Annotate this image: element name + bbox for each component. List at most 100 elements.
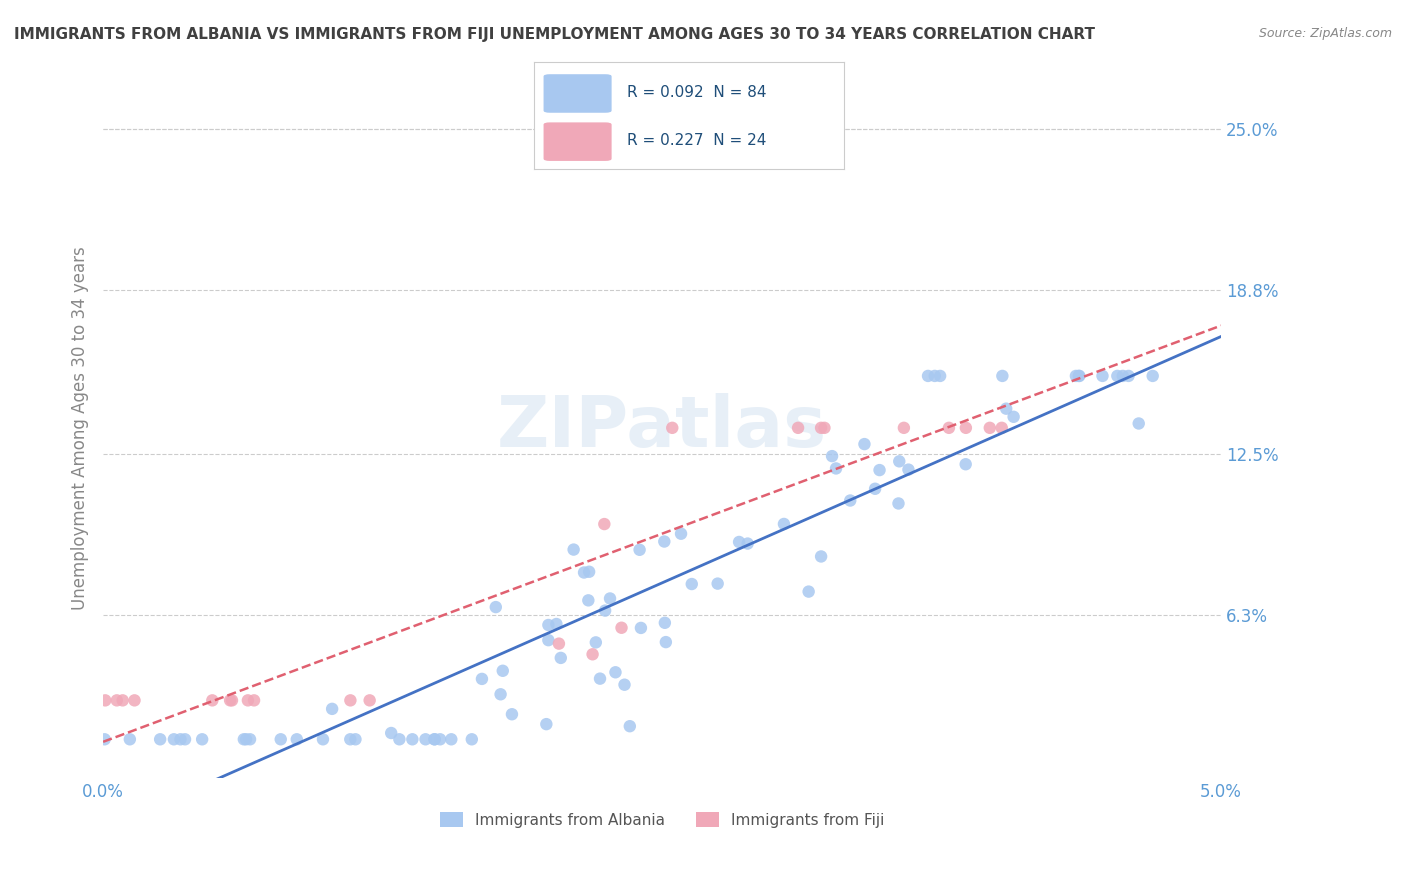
Point xyxy=(869,463,891,477)
Point xyxy=(537,618,560,632)
Point xyxy=(797,584,820,599)
Point xyxy=(593,517,616,532)
Point xyxy=(169,732,191,747)
FancyBboxPatch shape xyxy=(544,74,612,112)
Point xyxy=(219,693,242,707)
Point xyxy=(589,672,612,686)
Point xyxy=(1069,368,1091,383)
Point xyxy=(853,437,876,451)
Point xyxy=(810,549,832,564)
Point xyxy=(578,565,600,579)
Point xyxy=(897,462,920,476)
Point xyxy=(955,421,977,435)
Point xyxy=(605,665,627,680)
Point xyxy=(652,534,675,549)
Point xyxy=(174,732,197,747)
Point xyxy=(1067,368,1090,383)
Point xyxy=(423,732,446,747)
Point xyxy=(773,516,796,531)
Point xyxy=(661,421,683,435)
Point xyxy=(839,493,862,508)
Point xyxy=(955,457,977,471)
Point xyxy=(706,576,728,591)
Point xyxy=(929,368,952,383)
Point xyxy=(1064,368,1087,383)
Point xyxy=(825,461,848,475)
Point xyxy=(995,401,1018,416)
Point xyxy=(628,542,651,557)
Point xyxy=(440,732,463,747)
Point xyxy=(492,664,515,678)
Point xyxy=(889,454,911,468)
Point xyxy=(118,732,141,747)
Point xyxy=(423,732,446,747)
Point xyxy=(787,421,810,435)
Point xyxy=(581,647,603,661)
Point xyxy=(1107,368,1129,383)
Point xyxy=(669,526,692,541)
Point xyxy=(388,732,411,747)
Point xyxy=(124,693,146,707)
Point xyxy=(599,591,621,606)
Point xyxy=(105,693,128,707)
Point xyxy=(1128,417,1150,431)
Point xyxy=(344,732,367,747)
Point xyxy=(401,732,423,747)
Point xyxy=(321,702,343,716)
Point xyxy=(93,732,115,747)
Point xyxy=(610,621,633,635)
Point xyxy=(380,726,402,740)
Point xyxy=(576,593,599,607)
Point xyxy=(681,577,703,591)
Point xyxy=(339,732,361,747)
Point xyxy=(550,651,572,665)
Point xyxy=(613,678,636,692)
Point xyxy=(191,732,214,747)
FancyBboxPatch shape xyxy=(544,122,612,161)
Text: Source: ZipAtlas.com: Source: ZipAtlas.com xyxy=(1258,27,1392,40)
Point xyxy=(471,672,494,686)
Point xyxy=(938,421,960,435)
Point xyxy=(737,536,759,550)
Point xyxy=(917,368,939,383)
Point xyxy=(991,368,1014,383)
Point xyxy=(312,732,335,747)
Point xyxy=(232,732,254,747)
Point xyxy=(285,732,308,747)
Point xyxy=(94,693,117,707)
Point xyxy=(546,617,568,632)
Point xyxy=(149,732,172,747)
Point xyxy=(979,421,1001,435)
Point xyxy=(239,732,262,747)
Point xyxy=(572,566,595,580)
Point xyxy=(585,635,607,649)
Point xyxy=(887,496,910,510)
Text: R = 0.092  N = 84: R = 0.092 N = 84 xyxy=(627,85,766,100)
Point xyxy=(863,482,886,496)
Point xyxy=(537,633,560,648)
Point xyxy=(630,621,652,635)
Point xyxy=(111,693,134,707)
Point xyxy=(810,421,832,435)
Point xyxy=(893,421,915,435)
Point xyxy=(359,693,381,707)
Y-axis label: Unemployment Among Ages 30 to 34 years: Unemployment Among Ages 30 to 34 years xyxy=(72,246,89,610)
Text: ZIPatlas: ZIPatlas xyxy=(496,393,827,462)
Point xyxy=(429,732,451,747)
Legend: Immigrants from Albania, Immigrants from Fiji: Immigrants from Albania, Immigrants from… xyxy=(434,805,890,834)
Point xyxy=(270,732,292,747)
Point xyxy=(501,707,523,722)
Point xyxy=(1091,368,1114,383)
Point xyxy=(728,535,751,549)
Point xyxy=(235,732,257,747)
Point xyxy=(201,693,224,707)
Point xyxy=(654,615,676,630)
Point xyxy=(619,719,641,733)
Point xyxy=(924,368,946,383)
Point xyxy=(990,421,1012,435)
Point xyxy=(821,449,844,463)
Point xyxy=(236,693,259,707)
Point xyxy=(339,693,361,707)
Point xyxy=(1142,368,1164,383)
Point xyxy=(243,693,266,707)
